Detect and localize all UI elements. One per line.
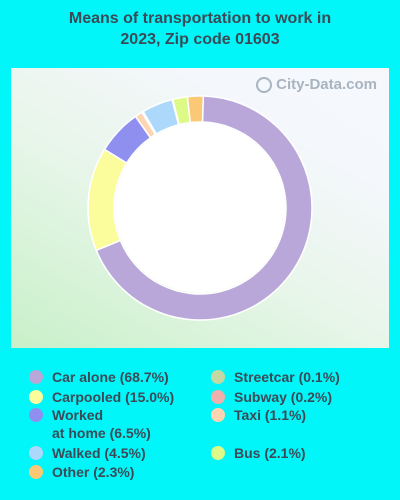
chart-title-line1: Means of transportation to work in <box>68 10 332 27</box>
slice-bus <box>171 95 192 126</box>
watermark-text: City-Data.com <box>276 76 377 93</box>
chart-title: Means of transportation to work in 2023,… <box>0 8 400 50</box>
chart-title-line2: 2023, Zip code 01603 <box>120 31 280 48</box>
slice-car-alone <box>95 95 313 321</box>
magnifier-icon <box>256 76 273 93</box>
donut-hole <box>115 123 285 293</box>
watermark: City-Data.com <box>256 76 377 93</box>
